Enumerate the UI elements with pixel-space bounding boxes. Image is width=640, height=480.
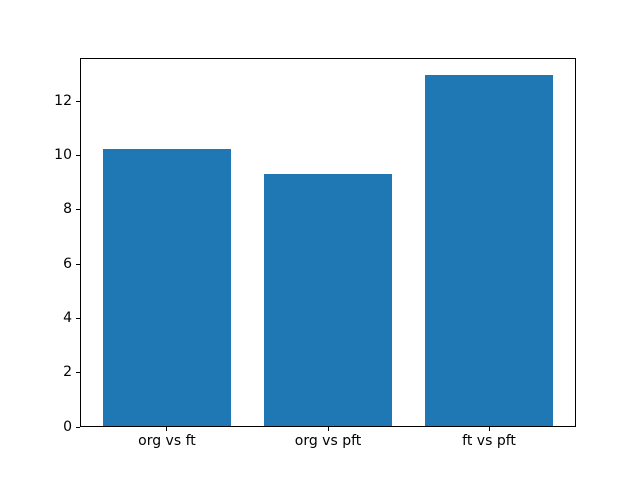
x-tick-label: ft vs pft (462, 433, 516, 450)
y-tick-label: 8 (63, 201, 72, 218)
y-tick-label: 2 (63, 364, 72, 381)
x-axis-tick (327, 427, 329, 432)
plot-area (80, 57, 576, 428)
x-tick-label: org vs ft (138, 433, 196, 450)
y-tick-label: 12 (54, 92, 72, 109)
y-tick-label: 10 (54, 146, 72, 163)
y-axis-tick (76, 154, 80, 156)
x-tick-label: org vs pft (294, 433, 362, 450)
bar-org-vs-pft (263, 174, 393, 428)
y-tick-label: 4 (63, 309, 72, 326)
y-axis-tick (76, 100, 80, 102)
y-axis-tick (76, 209, 80, 211)
y-tick-label: 0 (63, 418, 72, 435)
y-axis-tick (76, 317, 80, 319)
bar-ft-vs-pft (424, 74, 554, 428)
x-axis-tick (488, 427, 490, 432)
y-axis-tick (76, 426, 80, 428)
y-axis-tick (76, 263, 80, 265)
y-tick-label: 6 (63, 255, 72, 272)
bar-org-vs-ft (102, 149, 232, 428)
y-axis-tick (76, 372, 80, 374)
x-axis-tick (166, 427, 168, 432)
